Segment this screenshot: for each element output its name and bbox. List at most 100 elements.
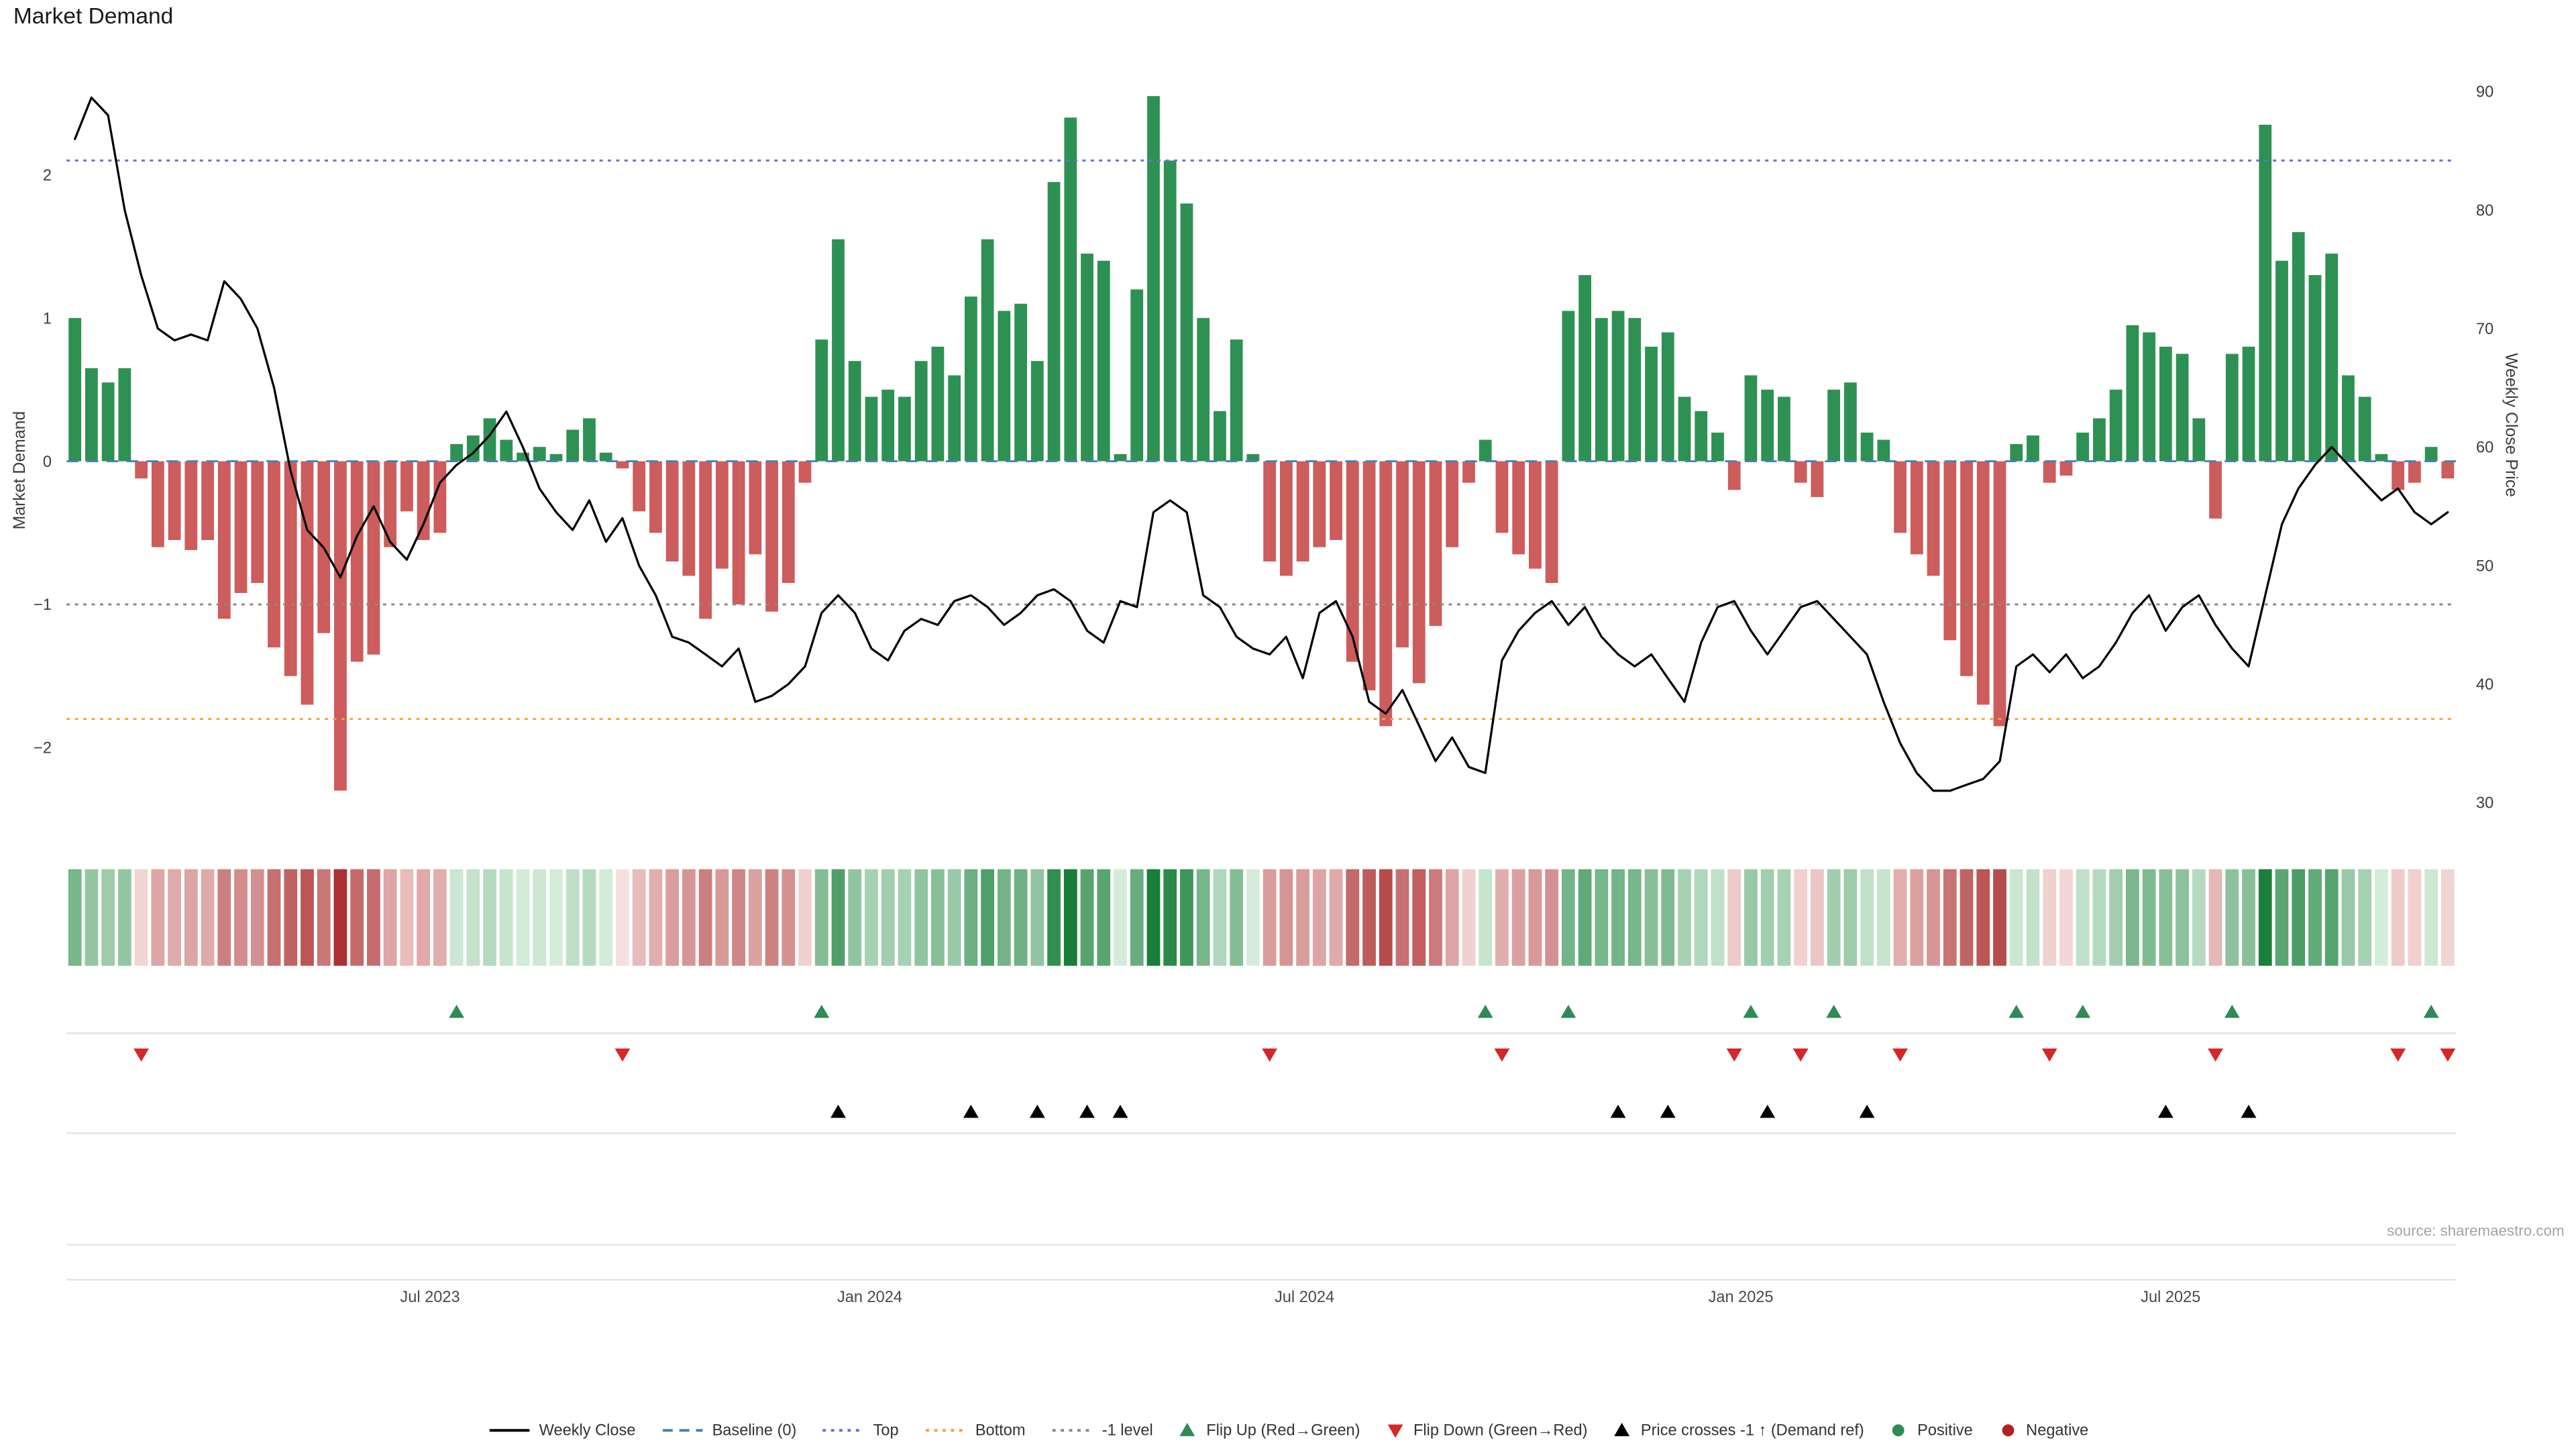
legend-item-1-level: -1 level — [1051, 1420, 1153, 1440]
heatmap-cell — [616, 869, 629, 966]
heatmap-cell — [1063, 869, 1077, 966]
heatmap-cell — [665, 869, 680, 966]
demand-bar — [1562, 311, 1575, 462]
heatmap-cell — [1329, 869, 1343, 966]
legend-dotted-line-icon — [925, 1429, 965, 1432]
heatmap-cell — [2192, 869, 2206, 966]
demand-bar — [1479, 439, 1492, 462]
demand-bar — [649, 461, 662, 533]
left-axis-tick: −2 — [34, 739, 52, 757]
heatmap-cell — [1760, 869, 1774, 966]
heatmap-cell — [715, 869, 729, 966]
heatmap-cell — [2142, 869, 2156, 966]
demand-bar — [599, 452, 612, 462]
heatmap-cell — [1263, 869, 1277, 966]
heatmap-cell — [217, 869, 231, 966]
heatmap-cell — [1030, 869, 1044, 966]
demand-bar — [1279, 461, 1293, 576]
heatmap-cell — [151, 869, 165, 966]
flip-down-marker — [1792, 1049, 1809, 1062]
heatmap-cell — [117, 869, 131, 966]
flip-up-marker — [814, 1004, 830, 1018]
flip-up-marker — [2075, 1004, 2091, 1018]
heatmap-cell — [997, 869, 1011, 966]
demand-bar — [566, 429, 580, 462]
demand-bar — [433, 461, 447, 533]
demand-bar — [184, 461, 198, 550]
heatmap-cell — [2109, 869, 2123, 966]
heatmap-cell — [947, 869, 961, 966]
heatmap-cell — [1395, 869, 1409, 966]
demand-bar — [1230, 339, 1243, 462]
heatmap-cell — [931, 869, 945, 966]
heatmap-cell — [698, 869, 712, 966]
heatmap-cell — [2242, 869, 2255, 966]
heatmap-cell — [1843, 869, 1858, 966]
x-axis-tick: Jan 2024 — [837, 1288, 902, 1305]
heatmap-cell — [2176, 869, 2190, 966]
heatmap-cell — [1777, 869, 1791, 966]
heatmap-cell — [1976, 869, 1990, 966]
heatmap-cell — [1495, 869, 1509, 966]
demand-bar — [1976, 461, 1990, 705]
demand-bar — [1943, 461, 1957, 641]
heatmap-cell — [2208, 869, 2222, 966]
heatmap-cell — [317, 869, 331, 966]
demand-bar — [1446, 461, 1459, 547]
demand-bar — [1645, 346, 1658, 462]
demand-bar — [2441, 461, 2455, 479]
heatmap-cell — [400, 869, 414, 966]
demand-bar — [1794, 461, 1807, 483]
demand-bar — [948, 375, 961, 462]
heatmap-cell — [831, 869, 845, 966]
demand-bar — [1030, 361, 1044, 462]
signal-gridlines — [66, 1032, 2457, 1281]
flip-down-marker — [2041, 1049, 2057, 1062]
demand-bar — [334, 461, 347, 791]
heatmap-cell — [1561, 869, 1575, 966]
flip-up-marker — [1477, 1004, 1493, 1018]
demand-bar — [898, 396, 911, 462]
legend-item-positive: Positive — [1889, 1420, 1973, 1440]
demand-bar — [1462, 461, 1475, 483]
legend-label: Flip Up (Red→Green) — [1206, 1421, 1360, 1440]
demand-bar — [1330, 461, 1342, 540]
price-cross-marker — [1859, 1104, 1875, 1118]
heatmap-cell — [1927, 869, 1940, 966]
demand-bar — [1860, 432, 1874, 462]
heatmap-cell — [898, 869, 912, 966]
heatmap-cell — [2258, 869, 2272, 966]
demand-bar — [201, 461, 214, 540]
demand-bar — [1744, 375, 1758, 462]
legend-item-flip-down-green-red: Flip Down (Green→Red) — [1385, 1420, 1587, 1440]
heatmap-cell — [682, 869, 696, 966]
demand-bar — [2192, 418, 2206, 462]
demand-bar — [1927, 461, 1940, 576]
heatmap-cell — [367, 869, 380, 966]
demand-bar — [665, 461, 679, 561]
demand-bar — [101, 382, 115, 462]
heatmap-cell — [134, 869, 148, 966]
heatmap-cell — [1180, 869, 1193, 966]
demand-bar — [268, 461, 280, 648]
flip-up-marker — [1826, 1004, 1842, 1018]
heatmap-cell — [267, 869, 281, 966]
heatmap-cell — [1993, 869, 2006, 966]
demand-bar — [1843, 382, 1857, 462]
heatmap-cell — [765, 869, 779, 966]
heatmap-cell — [1528, 869, 1542, 966]
demand-bar — [1611, 311, 1625, 462]
heatmap-cell — [1014, 869, 1028, 966]
price-line-group — [74, 96, 2449, 792]
heatmap-cell — [798, 869, 812, 966]
heatmap-cell — [1827, 869, 1841, 966]
demand-bar — [633, 461, 646, 512]
heatmap-cell — [2225, 869, 2239, 966]
demand-bar — [1678, 396, 1691, 462]
heatmap-cell — [848, 869, 862, 966]
heatmap-cell — [964, 869, 978, 966]
legend-item-baseline-0: Baseline (0) — [661, 1420, 796, 1440]
demand-bar — [1014, 303, 1027, 462]
demand-bar — [1628, 318, 1642, 462]
heatmap-strip — [68, 869, 2455, 966]
